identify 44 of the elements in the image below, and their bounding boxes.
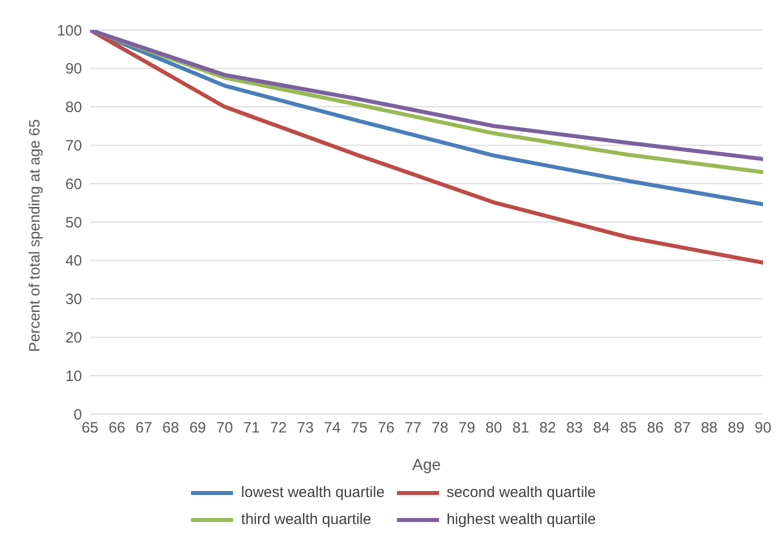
- x-tick-label: 75: [350, 420, 368, 437]
- y-tick-label: 80: [65, 99, 82, 116]
- y-tick-label: 50: [65, 214, 82, 232]
- legend-label: highest wealth quartile: [446, 511, 596, 528]
- y-tick-label: 30: [65, 291, 82, 308]
- y-tick-label: 90: [65, 60, 82, 78]
- x-tick-label: 89: [728, 420, 744, 437]
- line-series: [90, 30, 763, 265]
- x-tick-label: 77: [404, 420, 422, 437]
- legend-label: third wealth quartile: [241, 511, 372, 528]
- x-tick-label: 79: [458, 420, 476, 437]
- x-tick-label: 80: [485, 420, 502, 437]
- x-tick-label: 71: [243, 420, 260, 437]
- x-tick-label: 72: [270, 420, 287, 437]
- y-tick-label: 20: [65, 330, 82, 347]
- legend-label: second wealth quartile: [446, 484, 596, 501]
- x-tick-label: 69: [189, 420, 206, 437]
- legend-label: lowest wealth quartile: [241, 484, 385, 501]
- x-tick-label: 85: [620, 420, 637, 437]
- x-axis-title: Age: [412, 457, 441, 474]
- x-tick-label: 82: [539, 420, 556, 437]
- x-tick-label: 76: [378, 420, 394, 437]
- x-tick-label: 87: [674, 420, 691, 437]
- x-tick-label: 67: [135, 420, 152, 437]
- x-tick-label: 83: [566, 420, 583, 437]
- x-tick-label: 65: [82, 420, 98, 437]
- y-tick-label: 100: [56, 22, 82, 40]
- x-tick-label: 90: [754, 420, 772, 437]
- x-tick-label: 78: [432, 420, 448, 437]
- y-axis-title: Percent of total spending at age 65: [26, 119, 44, 352]
- x-tick-label: 70: [216, 420, 233, 437]
- x-tick-label: 84: [593, 420, 610, 437]
- x-tick-label: 81: [512, 420, 530, 437]
- x-tick-label: 66: [108, 420, 126, 437]
- y-tick-label: 10: [65, 368, 82, 385]
- x-tick-label: 88: [700, 420, 718, 437]
- x-tick-label: 73: [297, 420, 314, 437]
- x-tick-label: 74: [324, 420, 341, 437]
- y-tick-label: 70: [65, 138, 82, 155]
- x-tick-label: 86: [646, 420, 664, 437]
- y-tick-label: 0: [74, 406, 82, 424]
- x-tick-label: 68: [162, 420, 180, 437]
- y-tick-label: 40: [65, 252, 82, 270]
- y-tick-label: 60: [65, 176, 82, 193]
